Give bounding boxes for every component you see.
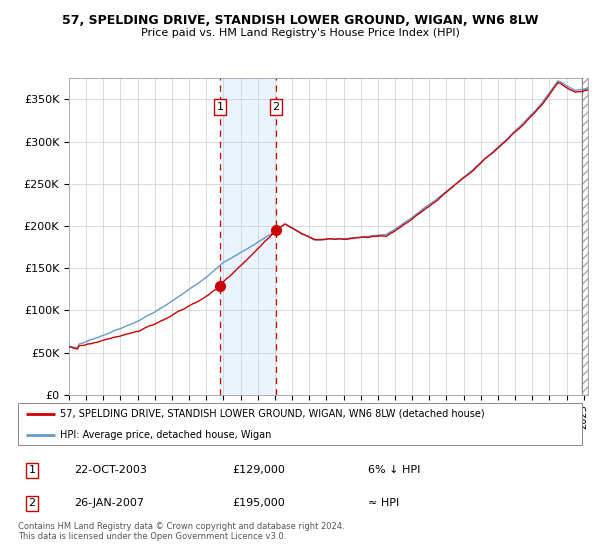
FancyBboxPatch shape bbox=[18, 403, 582, 445]
Text: 22-OCT-2003: 22-OCT-2003 bbox=[74, 465, 147, 475]
Text: Contains HM Land Registry data © Crown copyright and database right 2024.
This d: Contains HM Land Registry data © Crown c… bbox=[18, 522, 344, 542]
Text: £195,000: £195,000 bbox=[232, 498, 285, 508]
Bar bbox=[582, 78, 588, 395]
Bar bbox=[220, 78, 276, 395]
Text: 2: 2 bbox=[29, 498, 35, 508]
Text: 57, SPELDING DRIVE, STANDISH LOWER GROUND, WIGAN, WN6 8LW (detached house): 57, SPELDING DRIVE, STANDISH LOWER GROUN… bbox=[60, 409, 485, 419]
Text: £129,000: £129,000 bbox=[232, 465, 285, 475]
Text: 57, SPELDING DRIVE, STANDISH LOWER GROUND, WIGAN, WN6 8LW: 57, SPELDING DRIVE, STANDISH LOWER GROUN… bbox=[62, 14, 538, 27]
Text: HPI: Average price, detached house, Wigan: HPI: Average price, detached house, Wiga… bbox=[60, 430, 272, 440]
Text: 26-JAN-2007: 26-JAN-2007 bbox=[74, 498, 145, 508]
Text: Price paid vs. HM Land Registry's House Price Index (HPI): Price paid vs. HM Land Registry's House … bbox=[140, 28, 460, 38]
Text: ≈ HPI: ≈ HPI bbox=[368, 498, 399, 508]
Text: 2: 2 bbox=[272, 102, 280, 112]
Text: 1: 1 bbox=[217, 102, 224, 112]
Bar bbox=[582, 78, 588, 395]
Text: 1: 1 bbox=[29, 465, 35, 475]
Text: 6% ↓ HPI: 6% ↓ HPI bbox=[368, 465, 420, 475]
